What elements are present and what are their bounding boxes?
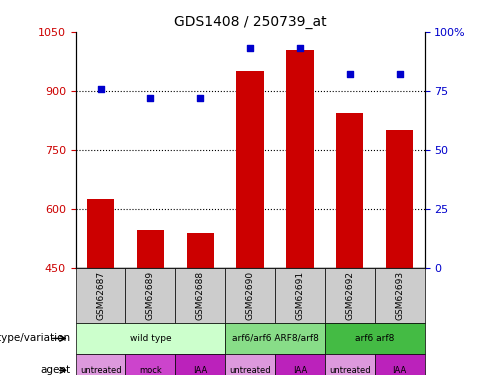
Text: GSM62691: GSM62691 [295,271,305,320]
Point [396,71,404,77]
Text: IAA: IAA [293,366,307,375]
Text: untreated: untreated [229,366,271,375]
Text: arf6 arf8: arf6 arf8 [355,334,394,343]
Text: wild type: wild type [130,334,171,343]
Point [246,45,254,51]
Point [97,86,104,92]
Bar [87,199,114,268]
Title: GDS1408 / 250739_at: GDS1408 / 250739_at [174,15,326,30]
Bar [336,112,364,268]
Bar [286,50,314,268]
Text: arf6/arf6 ARF8/arf8: arf6/arf6 ARF8/arf8 [232,334,319,343]
Text: GSM62688: GSM62688 [196,271,205,320]
Text: IAA: IAA [193,366,207,375]
Bar [186,232,214,268]
Point [346,71,354,77]
Text: GSM62690: GSM62690 [245,271,255,320]
Text: GSM62689: GSM62689 [146,271,155,320]
Text: untreated: untreated [80,366,122,375]
Point [146,95,154,101]
Text: mock: mock [139,366,162,375]
Text: GSM62687: GSM62687 [96,271,105,320]
Text: IAA: IAA [392,366,407,375]
Text: untreated: untreated [329,366,370,375]
Bar [137,230,164,268]
Bar [386,130,413,268]
Text: genotype/variation: genotype/variation [0,333,71,344]
Bar [236,71,264,268]
Text: agent: agent [41,365,71,375]
Text: GSM62693: GSM62693 [395,271,404,320]
Text: GSM62692: GSM62692 [346,271,354,320]
Point [196,95,204,101]
Point [296,45,304,51]
